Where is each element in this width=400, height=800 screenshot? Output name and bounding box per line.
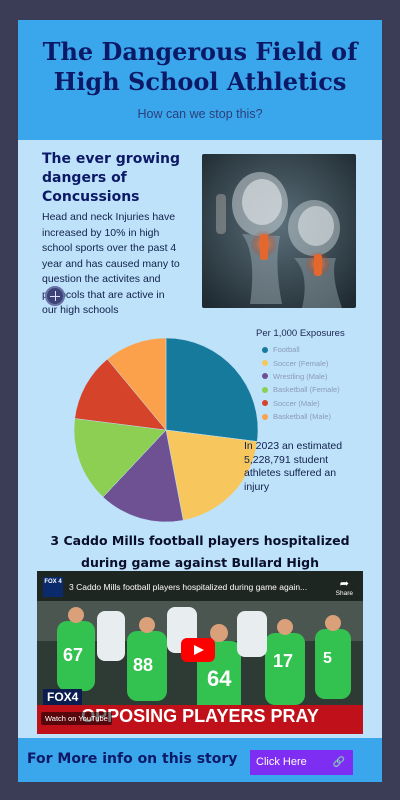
pie-slice-soccer-female [165,429,258,521]
legend-item: Wrestling (Male) [256,370,345,383]
article-page: The Dangerous Field of High School Athle… [18,20,382,782]
chart-title: Per 1,000 Exposures [256,328,345,339]
share-button[interactable]: ➦ Share [336,577,353,597]
legend-item: Football [256,343,345,356]
click-here-label: Click Here [256,756,307,768]
svg-text:5: 5 [323,650,332,667]
fox4-channel-logo: FOX 4 [43,577,63,597]
pie-slice-football [165,337,259,442]
legend-label: Soccer (Female) [273,358,329,368]
legend-swatch [262,413,268,420]
legend-label: Soccer (Male) [273,398,320,408]
legend-swatch [262,386,268,393]
play-button-icon[interactable] [181,638,215,662]
svg-text:88: 88 [133,655,153,675]
story-headline: 3 Caddo Mills football players hospitali… [50,533,350,570]
cursor-indicator-icon [45,286,65,306]
legend-item: Basketball (Female) [256,383,345,396]
injury-pie-chart [73,337,259,523]
pie-slice-basketball-female [73,418,167,498]
legend-label: Basketball (Female) [273,385,340,395]
legend-item: Soccer (Male) [256,397,345,410]
legend-label: Basketball (Male) [273,412,331,422]
footer-text: For More info on this story [27,751,238,767]
legend-label: Football [273,345,300,355]
pie-slice-wrestling-male [102,429,184,523]
legend-swatch [262,360,268,367]
watch-on-youtube-link[interactable]: Watch on YouTube [41,712,112,725]
click-here-button[interactable]: Click Here 🔗 [250,750,353,775]
page-title: The Dangerous Field of High School Athle… [42,37,358,96]
pie-slice-basketball-male [107,337,167,431]
legend-item: Soccer (Female) [256,356,345,369]
svg-text:64: 64 [207,666,232,691]
legend-swatch [262,373,268,380]
concussion-illustration [202,154,356,308]
page-subtitle: How can we stop this? [137,107,263,121]
legend-swatch [262,400,268,407]
share-label: Share [335,590,353,597]
share-icon: ➦ [339,578,349,590]
legend-item: Basketball (Male) [256,410,345,423]
svg-text:67: 67 [63,645,83,665]
legend-swatch [262,346,268,353]
link-icon: 🔗 [332,757,345,768]
chart-legend: Per 1,000 Exposures Football Soccer (Fema… [256,328,345,423]
concussion-heading: The ever growing dangers of Concussions [42,151,181,205]
legend-label: Wrestling (Male) [273,371,328,381]
footer-bar: For More info on this story Click Here 🔗 [18,738,382,782]
header-banner: The Dangerous Field of High School Athle… [18,20,382,140]
svg-text:17: 17 [273,651,293,671]
concussion-body: Head and neck Injuries have increased by… [42,211,180,316]
pie-slice-soccer-male [74,358,167,431]
fox4-overlay-logo: FOX4 [43,689,83,705]
injury-statistic: In 2023 an estimated 5,228,791 student a… [244,440,343,493]
video-embed[interactable]: 67 88 64 17 5 FOX 4 3 Caddo Mills footba… [37,571,363,734]
video-title[interactable]: 3 Caddo Mills football players hospitali… [69,582,308,592]
